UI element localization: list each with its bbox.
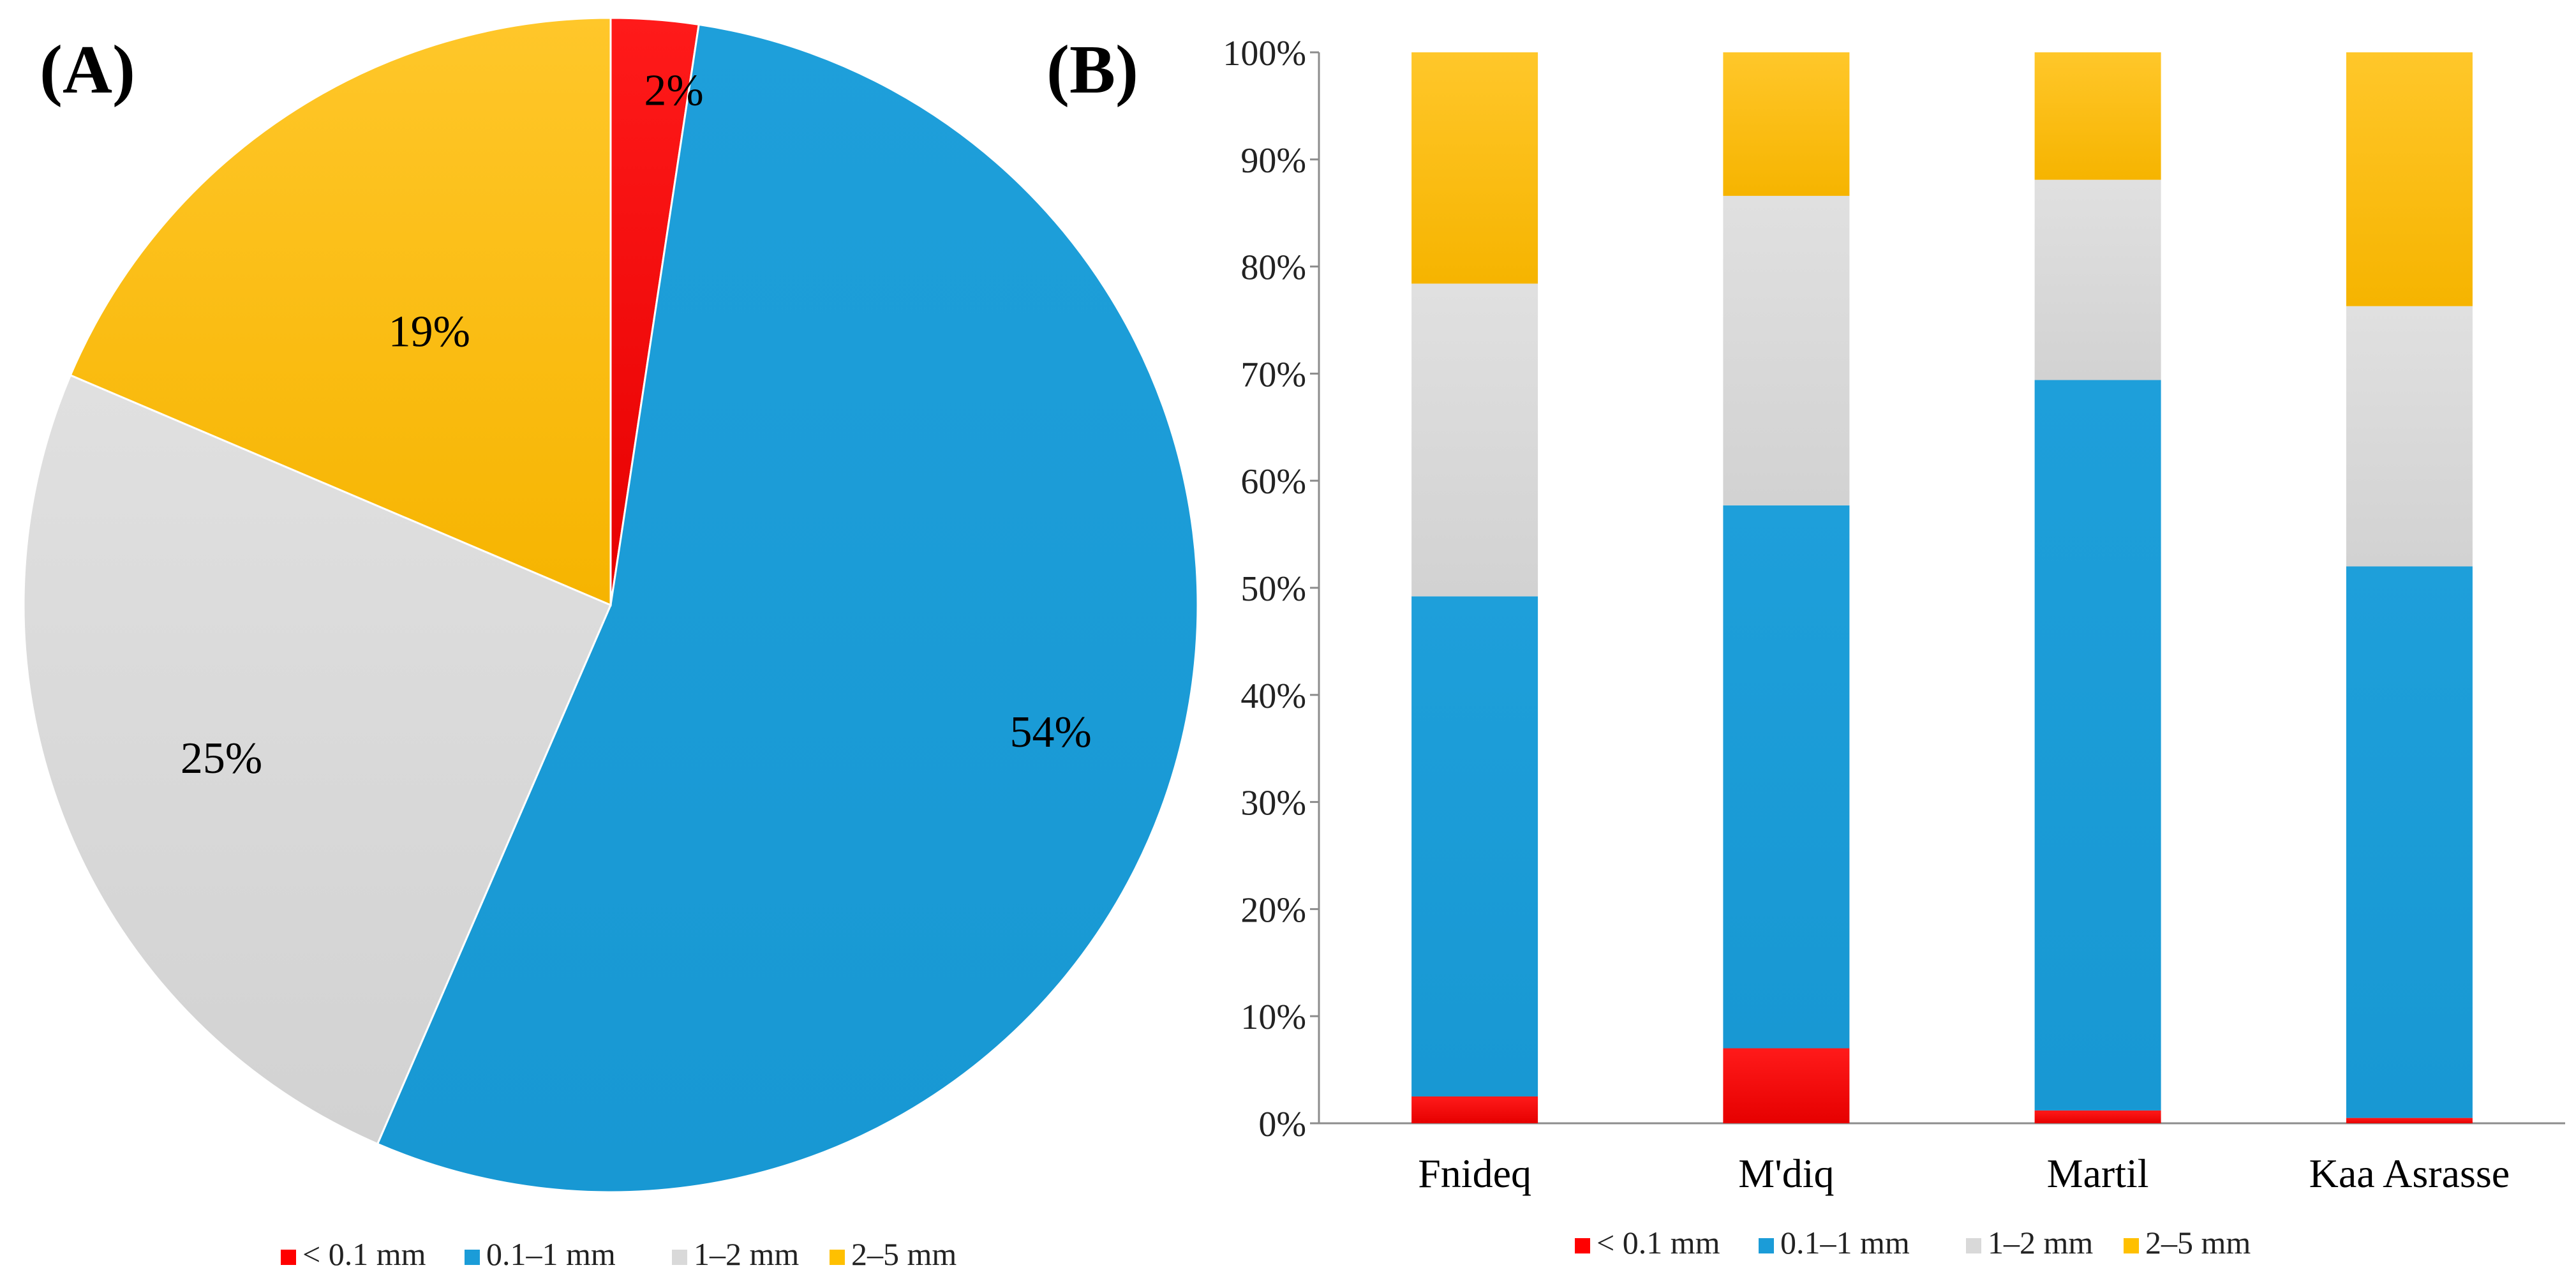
bar-segment-2-5-mm	[1411, 52, 1538, 284]
pie-slice-1-2-mm	[22, 373, 612, 1146]
bar-segments	[1411, 52, 2473, 1123]
legend-swatch	[465, 1250, 480, 1265]
bar-legend: < 0.1 mm 0.1–1 mm 1–2 mm 2–5 mm	[1575, 1225, 2251, 1260]
x-axis: Fnideq M'diq Martil Kaa Asrasse	[1319, 1122, 2565, 1196]
legend-label: 0.1–1 mm	[1780, 1225, 1910, 1260]
bar-fnideq	[1411, 52, 1538, 1123]
legend-item-2-5-mm: 2–5 mm	[830, 1236, 957, 1272]
bar-martil	[2034, 52, 2161, 1123]
legend-label: 2–5 mm	[851, 1236, 957, 1272]
bar-segment-1-2-mm	[1723, 195, 1850, 505]
bar-segment-0-1-mm	[1411, 1096, 1538, 1123]
bar-segment-2-5-mm	[1723, 52, 1850, 196]
legend-swatch	[672, 1250, 687, 1265]
pie-label-1-2-mm: 25%	[181, 734, 262, 783]
bar-segment-2-5-mm	[2346, 52, 2473, 306]
x-category-label: Martil	[2047, 1151, 2149, 1196]
bar-segment-0-1-1-mm	[2346, 566, 2473, 1118]
y-tick-label: 40%	[1240, 677, 1306, 716]
y-tick-label: 100%	[1223, 34, 1306, 73]
legend-swatch	[1966, 1238, 1981, 1253]
bar-m-diq	[1723, 52, 1850, 1123]
y-tick-label: 10%	[1240, 998, 1306, 1037]
y-tick-label: 60%	[1240, 462, 1306, 502]
pie-label-0-1-1-mm: 54%	[1010, 708, 1092, 757]
pie-slice-0-1-1-mm	[376, 23, 1199, 1193]
y-tick-label: 50%	[1240, 569, 1306, 609]
y-tick-label: 90%	[1240, 141, 1306, 181]
bar-segment-1-2-mm	[2346, 306, 2473, 567]
bar-segment-1-2-mm	[1411, 283, 1538, 597]
legend-swatch	[2124, 1238, 2139, 1253]
x-category-label: Fnideq	[1418, 1151, 1531, 1196]
x-category-label: M'diq	[1738, 1151, 1834, 1196]
y-tick-label: 0%	[1258, 1105, 1306, 1144]
panel-label-a: (A)	[40, 32, 135, 108]
x-category-label: Kaa Asrasse	[2309, 1151, 2510, 1196]
bar-segment-0-1-1-mm	[1411, 596, 1538, 1096]
legend-item-0-1-1-mm: 0.1–1 mm	[1759, 1225, 1910, 1260]
legend-swatch	[281, 1250, 296, 1265]
bar-segment-2-5-mm	[2034, 52, 2161, 180]
legend-label: < 0.1 mm	[302, 1236, 426, 1272]
pie-slices	[22, 17, 1199, 1193]
bar-segment-1-2-mm	[2034, 179, 2161, 380]
legend-item-1-2-mm: 1–2 mm	[672, 1236, 799, 1272]
legend-label: 0.1–1 mm	[486, 1236, 616, 1272]
panel-label-b: (B)	[1046, 32, 1138, 108]
pie-label-0-1-mm: 2%	[644, 66, 703, 116]
pie-labels: 2% 54% 25% 19%	[181, 66, 1092, 783]
bar-segment-0-1-1-mm	[2034, 380, 2161, 1111]
pie-label-2-5-mm: 19%	[389, 307, 470, 356]
legend-item-0-1-1-mm: 0.1–1 mm	[465, 1236, 616, 1272]
bar-kaa-asrasse	[2346, 52, 2473, 1123]
y-tick-label: 20%	[1240, 890, 1306, 930]
bar-segment-0-1-mm	[1723, 1048, 1850, 1123]
legend-label: 1–2 mm	[1988, 1225, 2093, 1260]
legend-label: 2–5 mm	[2145, 1225, 2251, 1260]
legend-swatch	[1575, 1238, 1590, 1253]
bar-segment-0-1-mm	[2346, 1118, 2473, 1123]
y-axis: 0% 10% 20% 30% 40% 50% 60% 70% 80% 90% 100%	[1223, 34, 1320, 1144]
bar-segment-0-1-1-mm	[1723, 505, 1850, 1049]
legend-label: < 0.1 mm	[1597, 1225, 1720, 1260]
legend-label: 1–2 mm	[694, 1236, 799, 1272]
y-tick-label: 30%	[1240, 784, 1306, 823]
stacked-bar-chart-panel: (B) 0% 10% 20% 30% 40% 50% 60% 70% 80% 90% 100% Fn…	[1046, 32, 2565, 1260]
legend-item-0-1-mm: < 0.1 mm	[281, 1236, 426, 1272]
legend-swatch	[830, 1250, 845, 1265]
legend-item-0-1-mm: < 0.1 mm	[1575, 1225, 1720, 1260]
legend-swatch	[1759, 1238, 1774, 1253]
y-tick-label: 80%	[1240, 248, 1306, 288]
y-tick-label: 70%	[1240, 355, 1306, 394]
legend-item-1-2-mm: 1–2 mm	[1966, 1225, 2093, 1260]
legend-item-2-5-mm: 2–5 mm	[2124, 1225, 2251, 1260]
bar-segment-0-1-mm	[2034, 1110, 2161, 1123]
pie-chart-panel: (A) 2% 54% 25% 19% < 0.1 mm 0.1–1 mm 1–2 mm 2–…	[22, 17, 1199, 1272]
pie-slice-2-5-mm	[69, 17, 612, 607]
pie-legend: < 0.1 mm 0.1–1 mm 1–2 mm 2–5 mm	[281, 1236, 957, 1272]
